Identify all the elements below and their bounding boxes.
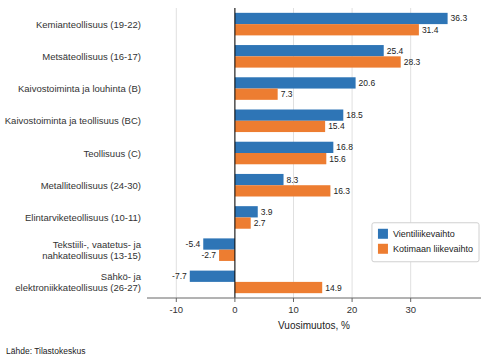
category-label: Elintarviketeollisuus (10-11) xyxy=(25,212,141,223)
legend: Vientiliikevaihto Kotimaan liikevaihto xyxy=(372,223,479,262)
data-label: -7.7 xyxy=(172,271,187,281)
data-label: 14.9 xyxy=(325,283,342,293)
data-label: -2.7 xyxy=(201,250,216,260)
category-label-line: Kaivostoiminta ja louhinta (B) xyxy=(18,83,141,94)
category-label: Kemianteollisuus (19-22) xyxy=(36,19,141,30)
category-label: Kaivostoiminta ja teollisuus (BC) xyxy=(5,115,141,126)
y-axis-labels: Kemianteollisuus (19-22) Metsäteollisuus … xyxy=(5,19,142,293)
data-label: 31.4 xyxy=(422,25,439,35)
category-label: Teollisuus (C) xyxy=(83,148,141,159)
bar xyxy=(190,271,235,282)
category-label: Kaivostoiminta ja louhinta (B) xyxy=(18,83,141,94)
bar xyxy=(235,89,278,100)
tick-mark xyxy=(293,298,294,302)
data-label: 15.4 xyxy=(328,121,345,131)
x-axis-line xyxy=(147,298,481,299)
category-label: Tekstiili-, vaatetus- janahkateollisuus … xyxy=(42,239,141,261)
legend-swatch xyxy=(378,244,388,254)
data-label: -5.4 xyxy=(186,239,201,249)
bar xyxy=(235,206,258,217)
tick-label: 30 xyxy=(405,304,416,315)
bar xyxy=(235,153,326,164)
data-label: 20.6 xyxy=(359,78,376,88)
tick-mark xyxy=(352,298,353,302)
data-label: 15.6 xyxy=(329,154,346,164)
tick-mark xyxy=(234,298,235,302)
tick-label: 10 xyxy=(288,304,299,315)
tick-label: -10 xyxy=(169,304,183,315)
category-label-line: nahkateollisuus (13-15) xyxy=(42,250,141,261)
bar xyxy=(235,121,325,132)
bar xyxy=(235,142,333,153)
legend-entry: Vientiliikevaihto xyxy=(393,229,455,239)
tick-label: 0 xyxy=(232,304,237,315)
category-label-line: Metsäteollisuus (16-17) xyxy=(42,51,141,62)
bar xyxy=(235,13,448,24)
data-label: 16.8 xyxy=(336,142,353,152)
bar xyxy=(235,282,322,293)
bar xyxy=(235,217,251,228)
bar xyxy=(235,56,401,67)
category-label-line: Metalliteollisuus (24-30) xyxy=(41,180,141,191)
data-label: 18.5 xyxy=(346,110,363,120)
category-label-line: Teollisuus (C) xyxy=(83,148,141,159)
bar xyxy=(235,174,284,185)
category-label: Sähkö- jaelektroniikkateollisuus (26-27) xyxy=(15,271,141,293)
data-label: 3.9 xyxy=(261,207,273,217)
grid-line xyxy=(176,8,177,298)
data-label: 16.3 xyxy=(333,186,350,196)
data-label: 28.3 xyxy=(404,57,421,67)
category-label-line: Tekstiili-, vaatetus- ja xyxy=(53,239,142,250)
data-label: 36.3 xyxy=(451,13,468,23)
bar xyxy=(235,45,384,56)
legend-entry: Kotimaan liikevaihto xyxy=(393,244,473,254)
grid-line xyxy=(234,8,235,298)
legend-box xyxy=(372,223,479,262)
data-label: 25.4 xyxy=(387,46,404,56)
category-label-line: Sähkö- ja xyxy=(101,271,142,282)
bar xyxy=(235,24,419,35)
category-label-line: Kemianteollisuus (19-22) xyxy=(36,19,141,30)
bar xyxy=(219,250,235,261)
category-label-line: elektroniikkateollisuus (26-27) xyxy=(15,282,141,293)
chart: Kemianteollisuus (19-22) Metsäteollisuus … xyxy=(0,0,493,360)
tick-mark xyxy=(410,298,411,302)
source-note: Lähde: Tilastokeskus xyxy=(6,346,85,356)
data-label: 8.3 xyxy=(287,175,299,185)
data-label: 7.3 xyxy=(281,89,293,99)
x-axis-ticks: -10 0 10 20 30 xyxy=(169,298,416,315)
bar xyxy=(235,185,331,196)
bar xyxy=(203,238,235,249)
data-label: 2.7 xyxy=(254,218,266,228)
bar xyxy=(235,110,343,121)
category-label-line: Kaivostoiminta ja teollisuus (BC) xyxy=(5,115,141,126)
tick-mark xyxy=(176,298,177,302)
category-label-line: Elintarviketeollisuus (10-11) xyxy=(25,212,141,223)
x-axis-label: Vuosimuutos, % xyxy=(278,320,350,331)
bar xyxy=(235,77,356,88)
legend-swatch xyxy=(378,229,388,239)
category-label: Metalliteollisuus (24-30) xyxy=(41,180,141,191)
category-label: Metsäteollisuus (16-17) xyxy=(42,51,141,62)
zero-line xyxy=(234,8,235,298)
tick-label: 20 xyxy=(347,304,358,315)
